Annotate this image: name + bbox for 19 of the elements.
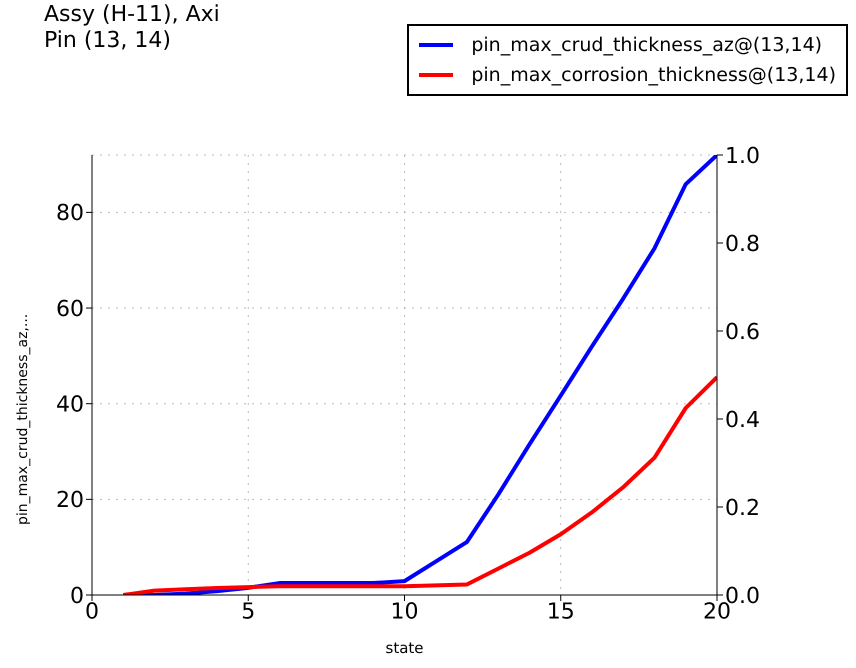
x-tick-label: 5 bbox=[241, 600, 256, 625]
y-tick-label: 80 bbox=[56, 201, 84, 226]
y-tick-label: 20 bbox=[56, 488, 84, 514]
x-axis-title: state bbox=[386, 639, 424, 657]
y2-tick-label: 0.8 bbox=[725, 232, 760, 257]
legend-label: pin_max_corrosion_thickness@(13,14) bbox=[471, 64, 836, 86]
y2-tick-label: 1.0 bbox=[725, 144, 760, 169]
x-tick-label: 10 bbox=[390, 600, 418, 625]
y2-tick-label: 0.6 bbox=[725, 320, 760, 345]
y-axis-title: pin_max_crud_thickness_az,... bbox=[14, 314, 31, 525]
x-tick-label: 15 bbox=[546, 600, 575, 625]
legend-label: pin_max_crud_thickness_az@(13,14) bbox=[471, 34, 822, 56]
y-tick-label: 60 bbox=[56, 296, 84, 322]
line-series bbox=[121, 375, 717, 595]
y2-tick-label: 0.4 bbox=[725, 408, 760, 433]
y-tick-label: 0 bbox=[70, 584, 84, 609]
y2-tick-label: 0.2 bbox=[725, 496, 760, 521]
chart-title: Assy (H-11), Axi Pin (13, 14) bbox=[44, 2, 220, 54]
y-tick-label: 40 bbox=[56, 392, 84, 418]
